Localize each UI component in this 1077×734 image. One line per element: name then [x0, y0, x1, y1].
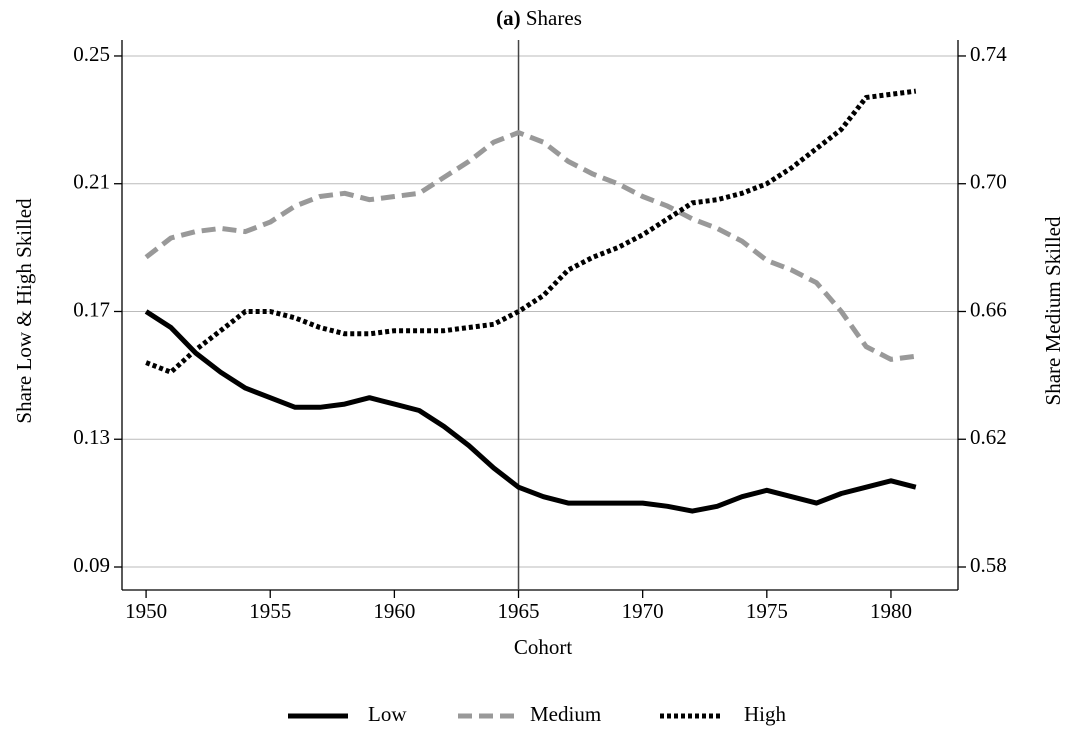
title-text: Shares [526, 6, 582, 30]
x-tick-label: 1955 [249, 599, 291, 623]
line-series [144, 309, 917, 514]
title-label: (a) [496, 6, 521, 30]
y2-tick-label: 0.74 [970, 42, 1007, 66]
x-tick-label: 1980 [870, 599, 912, 623]
y2-tick-label: 0.70 [970, 170, 1007, 194]
x-tick-label: 1950 [125, 599, 167, 623]
x-axis-label: Cohort [514, 635, 573, 659]
legend-label: High [744, 702, 787, 726]
x-tick-label: 1975 [746, 599, 788, 623]
y-tick-label: 0.21 [73, 170, 110, 194]
y2-tick-label: 0.62 [970, 425, 1007, 449]
y-tick-label: 0.13 [73, 425, 110, 449]
line-series [144, 130, 917, 362]
y-tick-label: 0.25 [73, 42, 110, 66]
y2-tick-label: 0.66 [970, 297, 1007, 321]
y2-axis-label: Share Medium Skilled [1041, 216, 1065, 405]
y2-tick-label: 0.58 [970, 553, 1007, 577]
y-tick-label: 0.09 [73, 553, 110, 577]
legend-label: Medium [530, 702, 601, 726]
y-tick-label: 0.17 [73, 297, 110, 321]
x-tick-label: 1970 [622, 599, 664, 623]
x-tick-label: 1965 [498, 599, 540, 623]
chart-title: (a) Shares [496, 6, 582, 30]
x-tick-label: 1960 [373, 599, 415, 623]
legend-label: Low [368, 702, 407, 726]
line-series [145, 88, 917, 375]
y-axis-label: Share Low & High Skilled [12, 198, 36, 424]
